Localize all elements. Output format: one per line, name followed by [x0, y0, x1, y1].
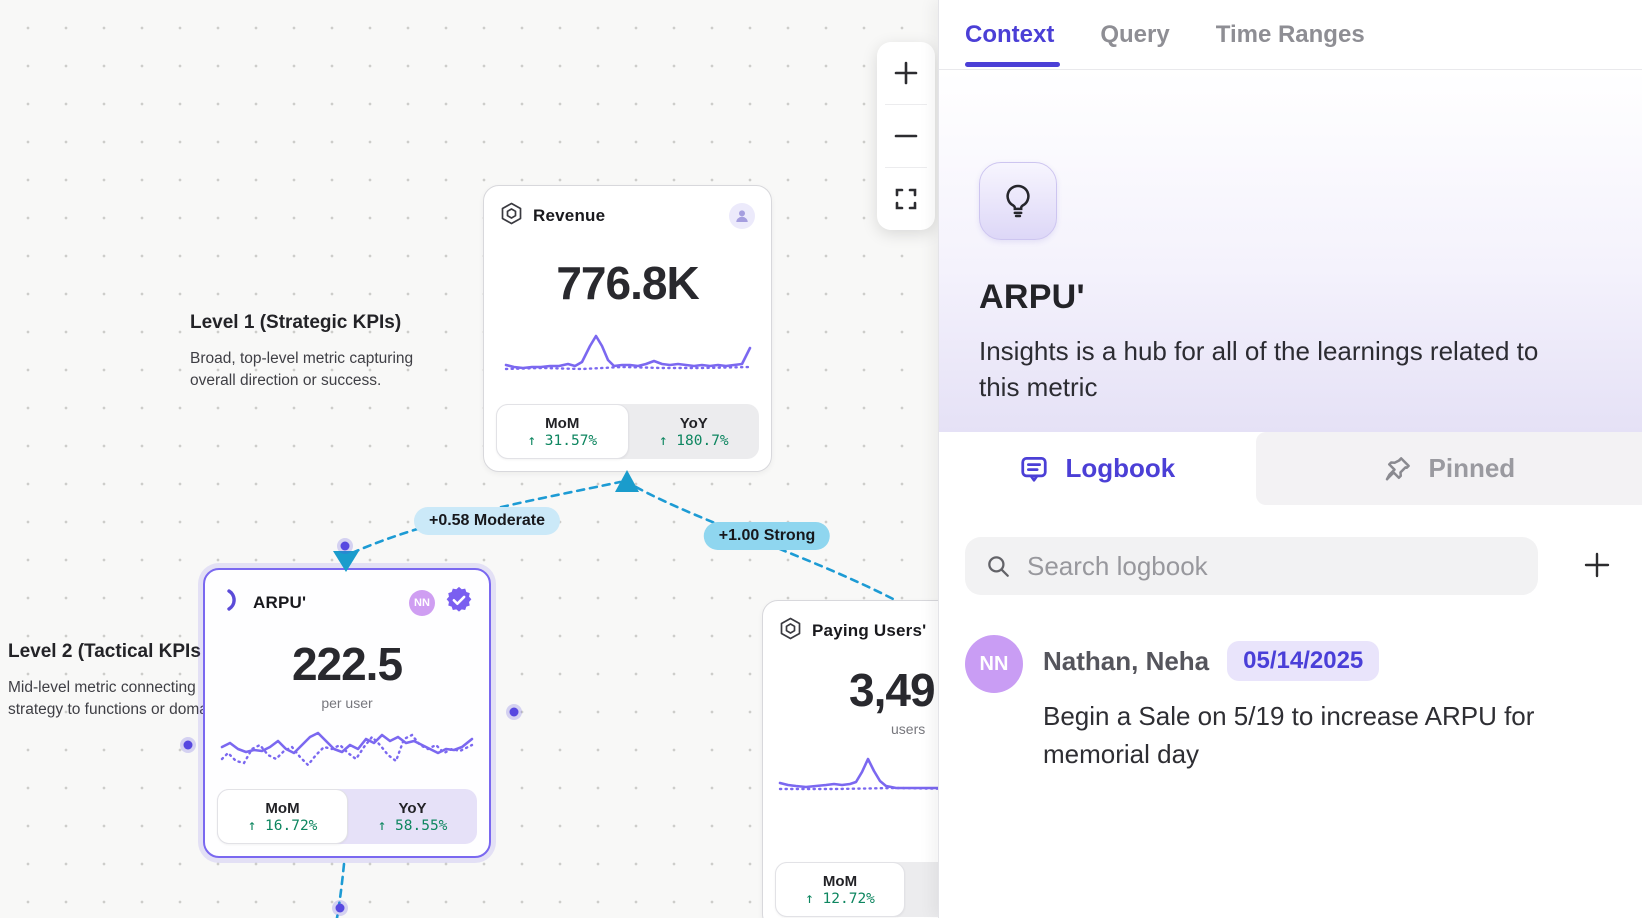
connection-handle[interactable] — [180, 737, 196, 753]
mom-toggle[interactable]: MoM ↑ 16.72% — [217, 789, 348, 844]
pin-icon — [1385, 456, 1410, 480]
delta-toggle: MoM ↑ 16.72% YoY ↑ 58.55% — [217, 789, 477, 844]
minus-icon — [894, 134, 918, 138]
metric-value: 222.5 — [291, 638, 403, 690]
zoom-out-button[interactable] — [877, 105, 935, 167]
metric-value: 3,49 — [849, 664, 936, 716]
metric-tree-canvas[interactable]: +0.58 Moderate +1.00 Strong Level 1 (Str… — [0, 0, 938, 918]
card-title: Revenue — [533, 206, 606, 225]
crescent-metric-icon — [221, 588, 243, 617]
mom-label: MoM — [545, 414, 580, 432]
avatar: NN — [965, 635, 1023, 693]
mom-toggle[interactable]: MoM ↑ 12.72% — [775, 862, 905, 917]
tab-query[interactable]: Query — [1100, 0, 1169, 69]
context-side-panel: Context Query Time Ranges ARPU' Insights… — [938, 0, 1642, 918]
mom-label: MoM — [265, 799, 300, 817]
assignee-badge[interactable]: NN — [409, 589, 435, 616]
connection-handle[interactable] — [332, 900, 348, 916]
panel-tab-bar: Context Query Time Ranges — [939, 0, 1642, 70]
logbook-search[interactable] — [965, 537, 1538, 595]
delta-toggle: MoM ↑ 31.57% YoY ↑ 180.7% — [496, 404, 759, 459]
tab-context[interactable]: Context — [965, 0, 1061, 69]
insights-button[interactable] — [979, 162, 1057, 240]
arrowhead-up-icon — [615, 470, 639, 492]
lightbulb-icon — [1006, 184, 1030, 218]
yoy-toggle[interactable] — [905, 862, 938, 917]
search-icon — [988, 556, 1009, 577]
yoy-toggle[interactable]: YoY ↑ 58.55% — [348, 789, 477, 844]
level-2-description: Mid-level metric connecting strategy to … — [8, 679, 208, 718]
mom-label: MoM — [822, 872, 858, 890]
connection-handle[interactable] — [506, 704, 522, 720]
metric-unit: users — [891, 721, 926, 737]
tab-logbook[interactable]: Logbook — [939, 432, 1256, 505]
search-input[interactable] — [1027, 550, 1518, 582]
sparkline-chart — [504, 334, 751, 371]
logbook-label: Logbook — [1065, 453, 1176, 483]
card-title: ARPU' — [253, 592, 307, 612]
level-2-annotation: Level 2 (Tactical KPIs Mid-level metric … — [8, 641, 220, 721]
add-logbook-entry-button[interactable] — [1578, 546, 1616, 587]
yoy-value: ↑ 58.55% — [377, 817, 448, 834]
logbook-content: NN Nathan, Neha 05/14/2025 Begin a Sale … — [939, 505, 1642, 773]
mom-value: ↑ 31.57% — [527, 432, 598, 449]
metric-value: 776.8K — [556, 257, 699, 309]
plus-icon — [1584, 552, 1610, 577]
mom-value: ↑ 16.72% — [247, 817, 318, 834]
yoy-toggle[interactable]: YoY ↑ 180.7% — [629, 404, 760, 459]
person-avatar-icon[interactable] — [729, 203, 755, 229]
level-1-description: Broad, top-level metric capturing overal… — [190, 350, 414, 389]
pinned-label: Pinned — [1428, 453, 1516, 483]
metric-title: ARPU' — [979, 278, 1085, 316]
logbook-entry[interactable]: NN Nathan, Neha 05/14/2025 Begin a Sale … — [965, 635, 1616, 773]
edge-label-moderate[interactable]: +0.58 Moderate — [413, 507, 561, 535]
card-title: Paying Users' — [812, 621, 927, 640]
delta-toggle: MoM ↑ 12.72% — [775, 862, 938, 917]
yoy-label: YoY — [398, 799, 427, 817]
edge-label-strong[interactable]: +1.00 Strong — [703, 522, 831, 550]
divider — [885, 104, 927, 105]
edge-arpu-down — [335, 862, 346, 918]
verified-badge-icon — [445, 586, 473, 619]
plus-icon — [894, 61, 918, 85]
divider — [885, 167, 927, 168]
metric-card-arpu[interactable]: ARPU' NN 222.5 per user MoM ↑ 16.72% YoY — [203, 568, 491, 858]
entry-author: Nathan, Neha — [1043, 645, 1210, 676]
hexagon-metric-icon — [779, 617, 802, 645]
sparkline-chart — [778, 757, 938, 791]
hexagon-metric-icon — [500, 202, 523, 230]
entry-text: Begin a Sale on 5/19 to increase ARPU fo… — [1043, 701, 1535, 769]
mom-toggle[interactable]: MoM ↑ 31.57% — [496, 404, 629, 459]
fit-view-icon — [895, 188, 917, 210]
tab-time-ranges[interactable]: Time Ranges — [1216, 0, 1365, 69]
level-2-title: Level 2 (Tactical KPIs — [8, 641, 201, 662]
metric-context-header: ARPU' Insights is a hub for all of the l… — [939, 70, 1642, 432]
connection-handle[interactable] — [337, 538, 353, 554]
level-1-annotation: Level 1 (Strategic KPIs) Broad, top-leve… — [190, 312, 430, 392]
sparkline-chart — [220, 731, 474, 767]
metric-card-revenue[interactable]: Revenue 776.8K MoM ↑ 31.57% YoY ↑ 180.7% — [483, 185, 772, 472]
metric-card-paying-users[interactable]: Paying Users' 3,49 users MoM ↑ 12.72% — [762, 600, 938, 918]
logbook-icon — [1021, 456, 1048, 482]
logbook-pinned-tabs: Logbook Pinned — [939, 432, 1642, 505]
canvas-zoom-toolbar — [877, 42, 935, 230]
fit-view-button[interactable] — [877, 168, 935, 230]
yoy-label: YoY — [679, 414, 708, 432]
zoom-in-button[interactable] — [877, 42, 935, 104]
level-1-title: Level 1 (Strategic KPIs) — [190, 312, 402, 333]
yoy-value: ↑ 180.7% — [658, 432, 729, 449]
metric-unit: per user — [321, 695, 373, 711]
entry-date-badge[interactable]: 05/14/2025 — [1227, 641, 1380, 681]
mom-value: ↑ 12.72% — [805, 890, 875, 907]
metric-description: Insights is a hub for all of the learnin… — [979, 336, 1539, 402]
tab-pinned[interactable]: Pinned — [1255, 432, 1642, 505]
